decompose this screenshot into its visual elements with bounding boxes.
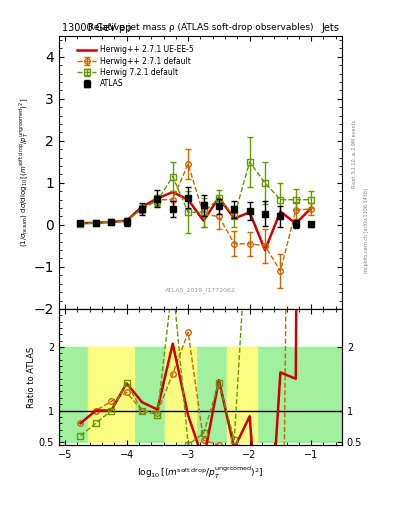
Herwig++ 2.7.1 UE-EE-5 (186, 197, 191, 203)
X-axis label: $\log_{10}[(m^{\rm soft\ drop}/p_T^{\rm ungroomed})^2]$: $\log_{10}[(m^{\rm soft\ drop}/p_T^{\rm … (137, 464, 264, 481)
Herwig++ 2.7.1 UE-EE-5 (94, 220, 98, 226)
Herwig++ 2.7.1 UE-EE-5 (171, 189, 175, 195)
Herwig++ 2.7.1 UE-EE-5 (278, 208, 283, 215)
Y-axis label: Ratio to ATLAS: Ratio to ATLAS (27, 347, 36, 408)
Text: 13000 GeV pp: 13000 GeV pp (62, 23, 131, 33)
Y-axis label: $(1/\sigma_{\rm resum})$ d$\sigma$/d$\log_{10}[(m^{\rm soft\ drop}/p_T^{\rm ungr: $(1/\sigma_{\rm resum})$ d$\sigma$/d$\lo… (17, 98, 31, 247)
Legend: Herwig++ 2.7.1 UE-EE-5, Herwig++ 2.7.1 default, Herwig 7.2.1 default, ATLAS: Herwig++ 2.7.1 UE-EE-5, Herwig++ 2.7.1 d… (74, 42, 197, 91)
Herwig++ 2.7.1 UE-EE-5 (109, 219, 114, 225)
Title: Relative jet mass ρ (ATLAS soft-drop observables): Relative jet mass ρ (ATLAS soft-drop obs… (88, 23, 313, 32)
Herwig++ 2.7.1 UE-EE-5 (78, 220, 83, 226)
Herwig++ 2.7.1 UE-EE-5 (247, 209, 252, 216)
Text: mcplots.cern.ch [arXiv:1306.3436]: mcplots.cern.ch [arXiv:1306.3436] (364, 188, 369, 273)
Herwig++ 2.7.1 UE-EE-5 (217, 195, 221, 201)
Text: Rivet 3.1.10, ≥ 2.9M events: Rivet 3.1.10, ≥ 2.9M events (352, 119, 357, 188)
Herwig++ 2.7.1 UE-EE-5 (263, 247, 267, 253)
Herwig++ 2.7.1 UE-EE-5 (232, 216, 237, 222)
Text: ATLAS_2019_I1772062: ATLAS_2019_I1772062 (165, 287, 236, 292)
Herwig++ 2.7.1 UE-EE-5 (309, 205, 314, 211)
Line: Herwig++ 2.7.1 UE-EE-5: Herwig++ 2.7.1 UE-EE-5 (81, 192, 311, 250)
Herwig++ 2.7.1 UE-EE-5 (124, 218, 129, 224)
Herwig++ 2.7.1 UE-EE-5 (294, 221, 298, 227)
Text: Jets: Jets (321, 23, 339, 33)
Herwig++ 2.7.1 UE-EE-5 (201, 218, 206, 224)
Herwig++ 2.7.1 UE-EE-5 (140, 204, 144, 210)
Herwig++ 2.7.1 UE-EE-5 (155, 196, 160, 202)
